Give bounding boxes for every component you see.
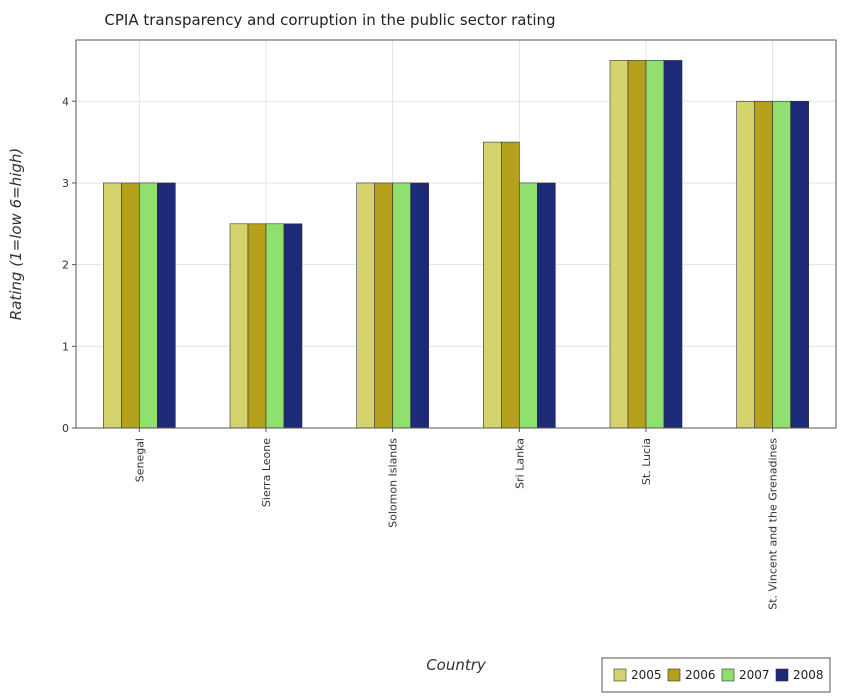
bar-2008-sri-lanka [537, 182, 556, 429]
chart-title: CPIA transparency and corruption in the … [104, 11, 555, 29]
x-tick-label: Senegal [133, 438, 146, 482]
bar-2006-senegal [121, 182, 140, 429]
x-ticks: Senegal Sierra Leone Solomon Islands Sri La… [133, 428, 780, 610]
bar-2005-sierra-leone [229, 223, 249, 429]
y-tick-label: 3 [62, 177, 69, 190]
x-tick-label: Sri Lanka [513, 438, 526, 489]
x-tick-label: Solomon Islands [387, 438, 400, 528]
y-tick-label: 2 [62, 259, 69, 272]
bar-2005-senegal [103, 182, 122, 429]
legend-label-2006: 2006 [685, 668, 716, 682]
legend-label-2005: 2005 [631, 668, 662, 682]
legend-label-2007: 2007 [739, 668, 770, 682]
x-tick-label: St. Lucia [640, 438, 653, 485]
legend-swatch-2006 [667, 668, 681, 682]
legend-swatch-2007 [721, 668, 735, 682]
x-axis-label: Country [426, 656, 487, 674]
y-ticks: 0 1 2 3 4 [62, 95, 76, 435]
bar-2007-sierra-leone [265, 223, 285, 429]
legend: 2005 2006 2007 2008 [601, 657, 831, 693]
bar-2006-solomon-islands [374, 182, 393, 429]
bar-2005-st-lucia [609, 60, 629, 429]
bar-2006-st-lucia [627, 60, 647, 429]
bar-2006-st-vincent-and-the-grenadines [754, 100, 773, 429]
legend-swatch-2008 [775, 668, 789, 682]
bar-2008-solomon-islands [410, 182, 429, 429]
bar-2008-st-vincent-and-the-grenadines [790, 100, 809, 429]
grid [76, 40, 836, 429]
bar-2007-sri-lanka [519, 182, 538, 429]
bars [103, 60, 809, 429]
bar-2008-senegal [157, 182, 176, 429]
bar-2005-st-vincent-and-the-grenadines [736, 100, 755, 429]
legend-label-2008: 2008 [793, 668, 824, 682]
bar-2007-solomon-islands [392, 182, 411, 429]
legend-box [601, 657, 831, 693]
x-tick-label: Sierra Leone [260, 438, 273, 507]
bar-2007-st-vincent-and-the-grenadines [772, 100, 791, 429]
bar-2006-sierra-leone [247, 223, 267, 429]
y-axis-label: Rating (1=low 6=high) [7, 148, 25, 320]
bar-2005-sri-lanka [483, 141, 502, 429]
bar-2007-senegal [139, 182, 158, 429]
bar-2007-st-lucia [645, 60, 665, 429]
bar-2005-solomon-islands [356, 182, 375, 429]
bar-2006-sri-lanka [501, 141, 520, 429]
x-tick-label: St. Vincent and the Grenadines [767, 438, 780, 610]
y-tick-label: 4 [62, 95, 69, 108]
plot-frame [75, 39, 837, 429]
y-tick-label: 1 [62, 340, 69, 353]
bar-2008-sierra-leone [283, 223, 303, 429]
y-tick-label: 0 [62, 422, 69, 435]
bar-2008-st-lucia [663, 60, 683, 429]
legend-swatch-2005 [613, 668, 627, 682]
